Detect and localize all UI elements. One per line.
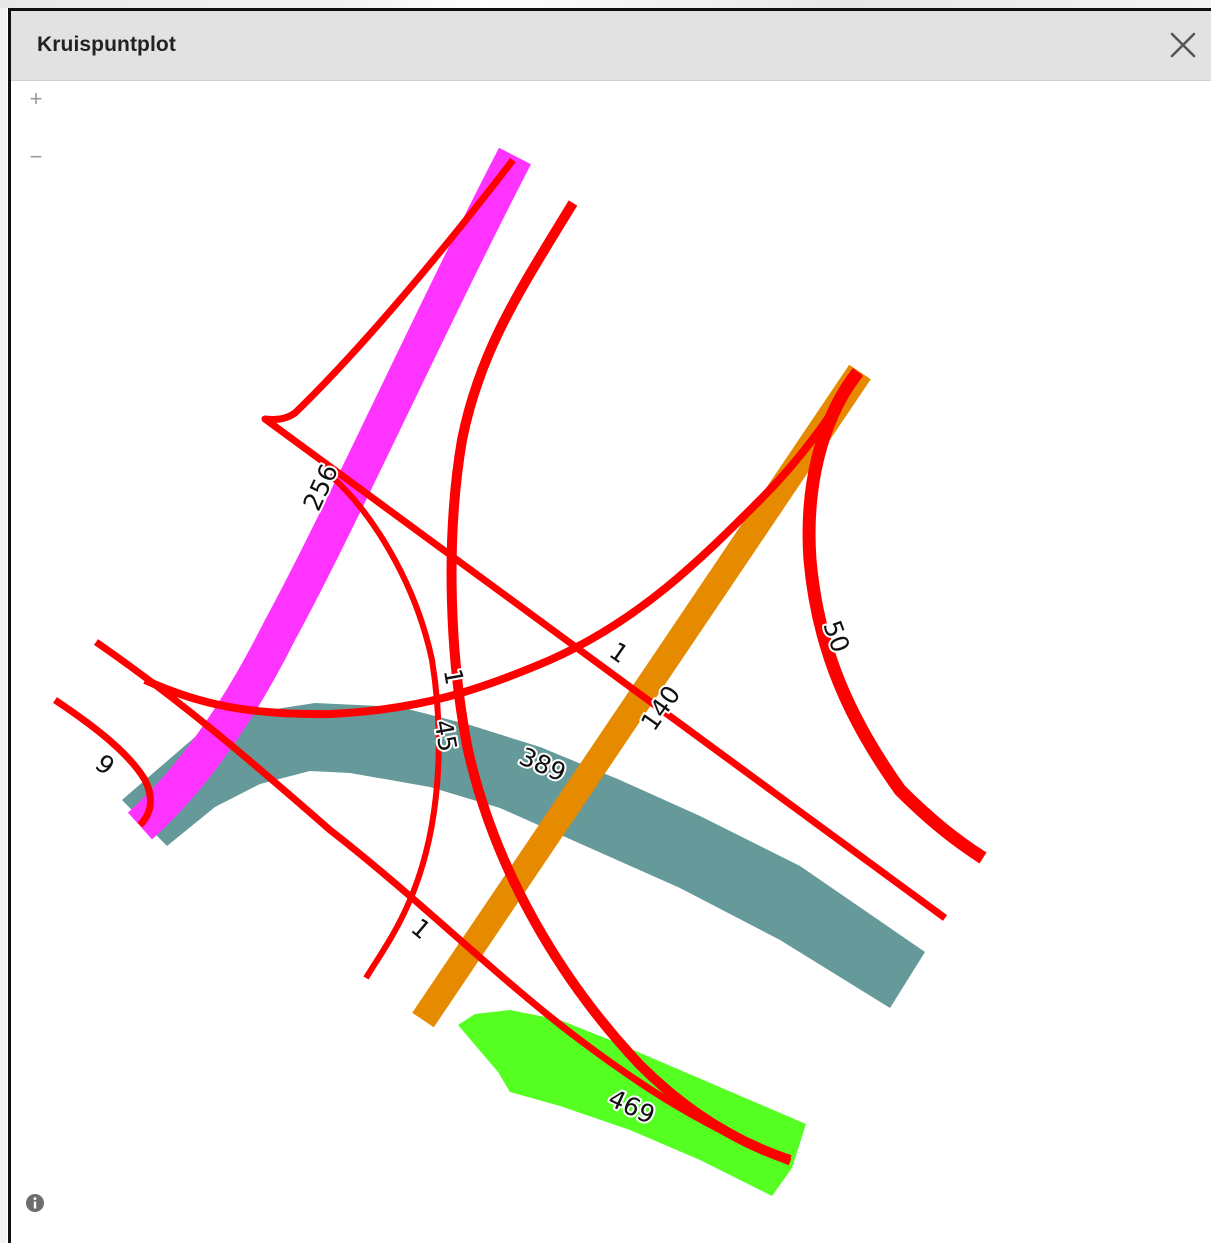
zoom-out-button[interactable]: − bbox=[29, 144, 43, 169]
flow-line-east-curve[interactable] bbox=[802, 367, 987, 864]
magenta-road-band[interactable] bbox=[127, 147, 531, 840]
zoom-in-button[interactable]: + bbox=[29, 86, 43, 111]
flow-line-west-diagonal[interactable] bbox=[94, 639, 792, 1166]
background-left-strip bbox=[0, 8, 7, 1243]
flow-line-west-east[interactable] bbox=[143, 369, 862, 719]
green-road-band[interactable] bbox=[458, 1010, 806, 1196]
flow-line-north-south[interactable] bbox=[446, 200, 792, 1165]
dialog-titlebar: Kruispuntplot bbox=[11, 11, 1211, 81]
traffic-lines bbox=[53, 157, 987, 1166]
dialog-title: Kruispuntplot bbox=[37, 33, 176, 56]
background-map-strip bbox=[0, 0, 1211, 8]
label-diagonal-flow: 1 bbox=[604, 636, 634, 669]
label-central-a-flow: 1 bbox=[438, 666, 469, 687]
close-button[interactable] bbox=[1163, 25, 1203, 65]
flow-line-magenta-loop[interactable] bbox=[261, 157, 948, 921]
info-button[interactable] bbox=[24, 1192, 46, 1214]
flow-line-curve-central[interactable] bbox=[328, 472, 442, 980]
label-west-curve-flow: 9 bbox=[90, 748, 120, 781]
label-central-b-flow: 45 bbox=[428, 718, 462, 754]
close-icon bbox=[1170, 32, 1196, 58]
info-icon bbox=[26, 1194, 44, 1212]
flow-line-west-stub[interactable] bbox=[53, 697, 154, 828]
